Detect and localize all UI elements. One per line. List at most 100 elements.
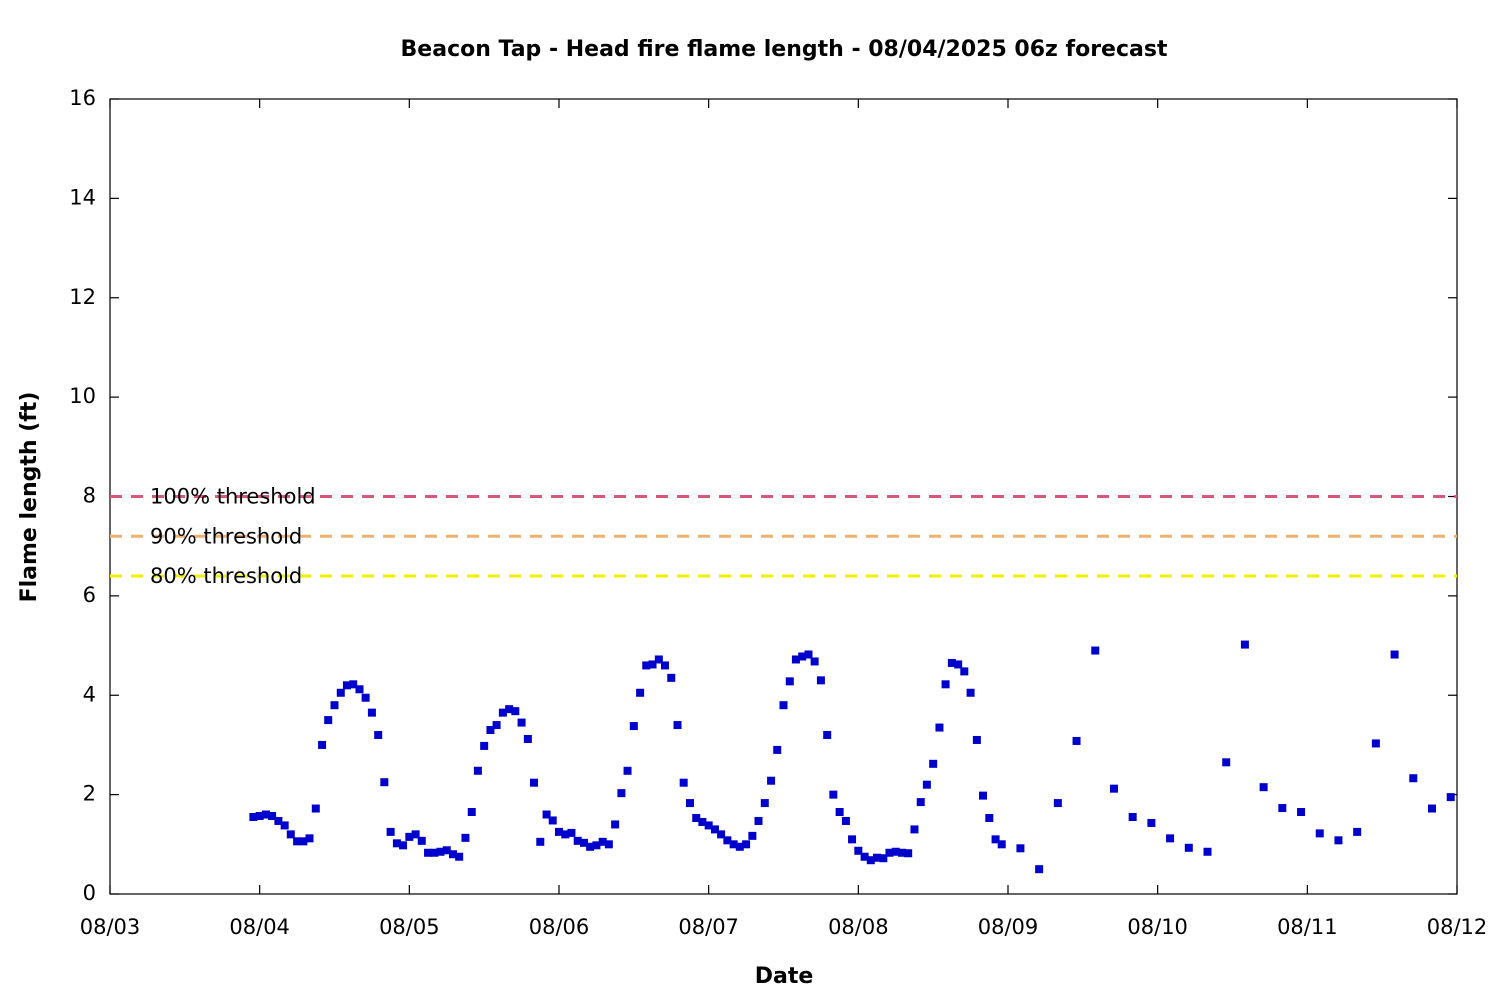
data-point (1297, 808, 1306, 817)
data-point (1278, 804, 1287, 813)
data-point (511, 707, 520, 716)
data-point (536, 837, 545, 846)
data-point (274, 816, 283, 825)
data-point (748, 831, 757, 840)
data-point (555, 827, 563, 836)
x-tick-label: 08/04 (229, 915, 290, 939)
data-point (898, 848, 907, 857)
y-tick-label: 10 (69, 384, 96, 408)
data-point (860, 852, 869, 861)
data-point (617, 789, 626, 798)
data-point (804, 650, 813, 659)
data-point (1334, 836, 1343, 845)
data-point (1353, 827, 1362, 836)
data-point (773, 745, 782, 754)
data-point (760, 799, 769, 808)
data-point (517, 718, 526, 727)
data-point (261, 810, 270, 819)
data-point (1091, 646, 1100, 655)
data-point (293, 837, 302, 846)
data-point (891, 847, 900, 856)
data-point (816, 676, 825, 685)
data-point (1240, 640, 1249, 649)
data-point (723, 836, 732, 845)
data-point (548, 816, 557, 825)
data-point (835, 808, 844, 817)
chart-title: Beacon Tap - Head fire flame length - 08… (401, 37, 1168, 62)
data-point (449, 850, 458, 859)
data-point (255, 811, 264, 820)
data-point (523, 734, 532, 743)
data-point (742, 840, 751, 849)
data-point (704, 821, 713, 830)
data-point (922, 780, 931, 789)
data-point (698, 817, 707, 826)
data-point (405, 832, 414, 841)
data-point (349, 680, 358, 689)
data-point (935, 723, 944, 732)
data-point (642, 661, 651, 670)
data-point (430, 848, 439, 857)
data-point (810, 657, 819, 666)
y-tick-label: 4 (83, 682, 96, 706)
data-point (941, 680, 950, 689)
x-tick-label: 08/06 (529, 915, 590, 939)
data-point (336, 688, 345, 697)
data-point (367, 708, 376, 717)
data-point (1184, 843, 1193, 852)
data-point (473, 766, 482, 775)
data-point (286, 830, 295, 839)
data-point (885, 848, 894, 857)
data-point (380, 778, 389, 787)
data-point (1128, 812, 1137, 821)
x-tick-label: 08/08 (828, 915, 889, 939)
data-point (854, 846, 863, 855)
data-point (611, 820, 620, 829)
x-tick-label: 08/07 (678, 915, 739, 939)
data-point (1259, 783, 1268, 792)
data-point (586, 842, 595, 851)
data-point (1390, 650, 1399, 659)
data-point (954, 660, 963, 669)
data-point (374, 731, 383, 739)
data-point (791, 655, 800, 664)
data-point (985, 813, 994, 822)
data-point (342, 681, 351, 690)
data-point (311, 804, 320, 813)
y-tick-label: 12 (69, 285, 96, 309)
data-point (629, 722, 638, 731)
data-point (991, 835, 1000, 844)
data-point (636, 688, 645, 697)
data-point (399, 841, 408, 850)
data-point (654, 655, 663, 664)
data-point (330, 701, 339, 710)
data-point (530, 778, 539, 787)
data-point (1222, 758, 1231, 767)
data-point (411, 830, 420, 839)
threshold-label: 100% threshold (150, 485, 316, 509)
data-point (1371, 739, 1380, 748)
data-point (1053, 799, 1062, 808)
data-point (604, 840, 613, 849)
data-point (392, 839, 401, 848)
data-point (455, 852, 464, 861)
data-point (910, 825, 919, 834)
data-point (767, 776, 776, 785)
data-point (929, 759, 938, 768)
data-point (997, 840, 1006, 849)
data-point (667, 673, 676, 682)
data-point (966, 688, 975, 697)
data-point (268, 811, 277, 820)
x-tick-label: 08/12 (1427, 915, 1488, 939)
data-point (1147, 818, 1156, 827)
data-point (848, 835, 857, 844)
data-point (960, 667, 969, 676)
data-point (660, 661, 669, 670)
x-tick-label: 08/11 (1277, 915, 1338, 939)
data-point (436, 847, 445, 856)
data-point (710, 825, 719, 834)
data-point (717, 830, 726, 839)
y-tick-label: 8 (83, 484, 96, 508)
data-point (579, 838, 588, 847)
data-point (249, 812, 258, 821)
